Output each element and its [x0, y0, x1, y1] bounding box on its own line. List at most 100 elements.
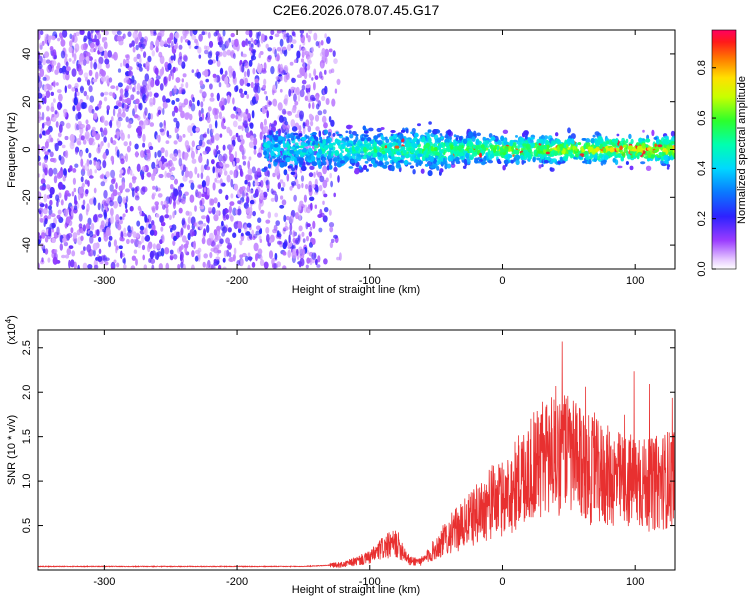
spectrogram-noise-cell [282, 265, 287, 269]
spectrogram-noise-cell [178, 90, 182, 94]
spectrogram-signal-cell [339, 160, 346, 164]
spectrogram-noise-cell [91, 109, 95, 114]
spectrogram-signal-cell [625, 138, 629, 144]
spectrogram-noise-cell [200, 164, 205, 173]
spectrogram-signal-cell [336, 133, 343, 137]
spectrogram-noise-cell [229, 170, 233, 176]
spectrogram-signal-cell [481, 150, 485, 155]
spectrogram-noise-cell [85, 147, 89, 154]
spectrogram-noise-cell [91, 126, 96, 132]
spectrogram-signal-cell [389, 142, 393, 148]
spectrogram-noise-cell [66, 248, 72, 256]
spectrogram-signal-cell [289, 149, 295, 154]
spectrogram-noise-cell [157, 109, 161, 116]
spectrogram-noise-cell [153, 30, 157, 34]
spectrogram-signal-cell [497, 161, 502, 164]
spectrogram-noise-cell [265, 219, 271, 224]
spectrogram-noise-cell [148, 241, 153, 249]
spectrogram-noise-cell [269, 250, 273, 259]
spectrogram-noise-cell [110, 178, 116, 185]
spectrogram-signal-cell [432, 151, 436, 155]
spectrogram-noise-cell [221, 44, 226, 51]
spectrogram-signal-cell [360, 137, 365, 142]
spectrogram-noise-cell [232, 160, 236, 168]
spectrogram-noise-cell [197, 46, 202, 54]
spectrogram-noise-cell [184, 152, 188, 161]
spectrogram-signal-cell [280, 155, 284, 159]
spectrogram-signal-cell [595, 141, 601, 147]
spectrogram-noise-cell [48, 228, 52, 237]
spectrogram-noise-cell [222, 50, 227, 58]
spectrogram-noise-cell [248, 156, 252, 161]
spectrogram-noise-cell [49, 187, 55, 195]
spectrogram-signal-cell [383, 155, 388, 161]
spectrogram-signal-cell [613, 139, 619, 144]
spectrogram-noise-cell [281, 108, 287, 115]
spectrogram-noise-cell [240, 232, 244, 237]
spectrogram-noise-cell [96, 62, 102, 70]
spectrogram-noise-cell [253, 242, 259, 252]
spectrogram-signal-cell [545, 149, 550, 153]
spectrogram-noise-cell [279, 179, 284, 184]
spectrogram-noise-cell [125, 195, 129, 203]
spectrogram-noise-cell [139, 66, 143, 72]
spectrogram-signal-cell [293, 132, 299, 136]
spectrogram-noise-cell [299, 89, 305, 98]
spectrogram-noise-cell [253, 145, 257, 150]
spectrogram-noise-cell [249, 189, 254, 194]
spectrogram-signal-cell [345, 136, 350, 141]
spectrogram-noise-cell [178, 51, 182, 60]
spectrogram-noise-cell [88, 85, 93, 93]
spectrogram-noise-cell [206, 238, 212, 246]
spectrogram-noise-cell [39, 68, 45, 77]
spectrogram-signal-cell [645, 165, 652, 171]
spectrogram-noise-cell [117, 112, 122, 119]
spectrogram-noise-cell [58, 192, 62, 199]
spectrogram-noise-cell [117, 224, 122, 231]
spectrogram-noise-cell [68, 58, 72, 62]
spectrogram-noise-cell [159, 122, 163, 128]
spectrogram-signal-cell [287, 153, 293, 157]
spectrogram-signal-cell [533, 150, 537, 155]
spectrogram-noise-cell [120, 132, 125, 141]
spectrogram-noise-cell [38, 92, 43, 99]
spectrogram-noise-cell [132, 87, 135, 93]
spectrogram-noise-cell [69, 140, 75, 150]
spectrogram-noise-cell [273, 101, 277, 107]
spectrogram-noise-cell [245, 132, 251, 138]
spectrogram-noise-cell [85, 56, 90, 62]
spectrogram-noise-cell [111, 116, 114, 122]
spectrogram-signal-cell [290, 171, 296, 175]
spectrogram-signal-cell [354, 169, 360, 175]
spectrogram-noise-cell [195, 127, 200, 132]
spectrogram-noise-cell [83, 246, 86, 252]
snr-y-tick-label: 1.5 [21, 429, 33, 444]
spectrogram-noise-cell [139, 207, 142, 217]
spectrogram-noise-cell [283, 214, 287, 222]
spectrogram-noise-cell [49, 46, 54, 51]
spectrogram-noise-cell [328, 48, 333, 53]
spectrogram-noise-cell [64, 85, 68, 94]
spectrogram-signal-cell [295, 153, 299, 158]
spectrogram-noise-cell [110, 155, 115, 162]
spectrogram-signal-cell [473, 130, 477, 137]
spectrogram-signal-cell [309, 165, 315, 170]
spectrogram-noise-cell [77, 77, 82, 83]
spectrogram-noise-cell [110, 169, 116, 179]
spectrogram-noise-cell [274, 48, 277, 58]
spectrogram-noise-cell [99, 228, 103, 233]
spectrogram-noise-cell [95, 133, 101, 141]
spectrogram-noise-cell [198, 220, 204, 226]
spectrogram-noise-cell [163, 200, 168, 205]
spectrogram-noise-cell [298, 125, 302, 133]
colorbar-tick-label: 0.2 [696, 211, 708, 226]
spectrogram-signal-cell [537, 150, 543, 154]
spectrogram-noise-cell [320, 212, 325, 218]
spectrogram-noise-cell [248, 141, 255, 149]
spectrogram-signal-cell [391, 161, 395, 165]
spectrogram-noise-cell [218, 161, 223, 166]
spectrogram-noise-cell [242, 160, 247, 166]
spectrogram-signal-cell [549, 148, 553, 152]
spectrogram-noise-cell [206, 158, 209, 167]
